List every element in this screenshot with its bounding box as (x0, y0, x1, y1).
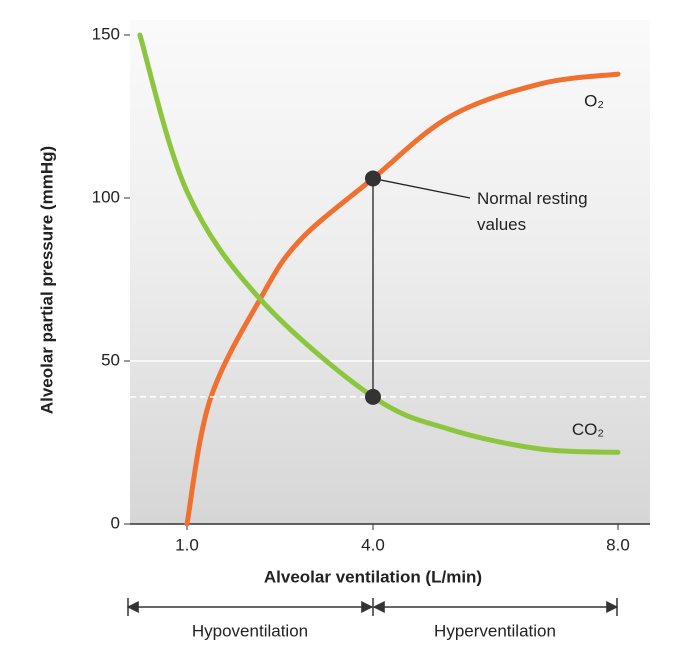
x-tick-label: 4.0 (361, 535, 385, 554)
region-label: Hypoventilation (192, 621, 308, 640)
region-label: Hyperventilation (434, 621, 556, 640)
y-tick-label: 100 (92, 187, 120, 206)
y-tick-label: 0 (111, 513, 120, 532)
plot-background (130, 20, 650, 524)
leader-line (372, 177, 471, 199)
resting-point (365, 170, 381, 187)
y-axis-title: Alveolar partial pressure (mmHg) (37, 146, 56, 414)
annotation: Normal resting values (477, 189, 588, 234)
x-tick-label: 8.0 (606, 535, 630, 554)
series-label: CO₂ (572, 420, 604, 439)
x-tick-label: 1.0 (175, 535, 199, 554)
x-axis-title: Alveolar ventilation (L/min) (264, 567, 482, 586)
curve (184, 71, 621, 527)
resting-point (365, 388, 381, 405)
y-tick-label: 150 (92, 24, 120, 43)
curve (137, 32, 621, 455)
y-tick-label: 50 (101, 350, 120, 369)
series-label: O₂ (584, 92, 604, 111)
